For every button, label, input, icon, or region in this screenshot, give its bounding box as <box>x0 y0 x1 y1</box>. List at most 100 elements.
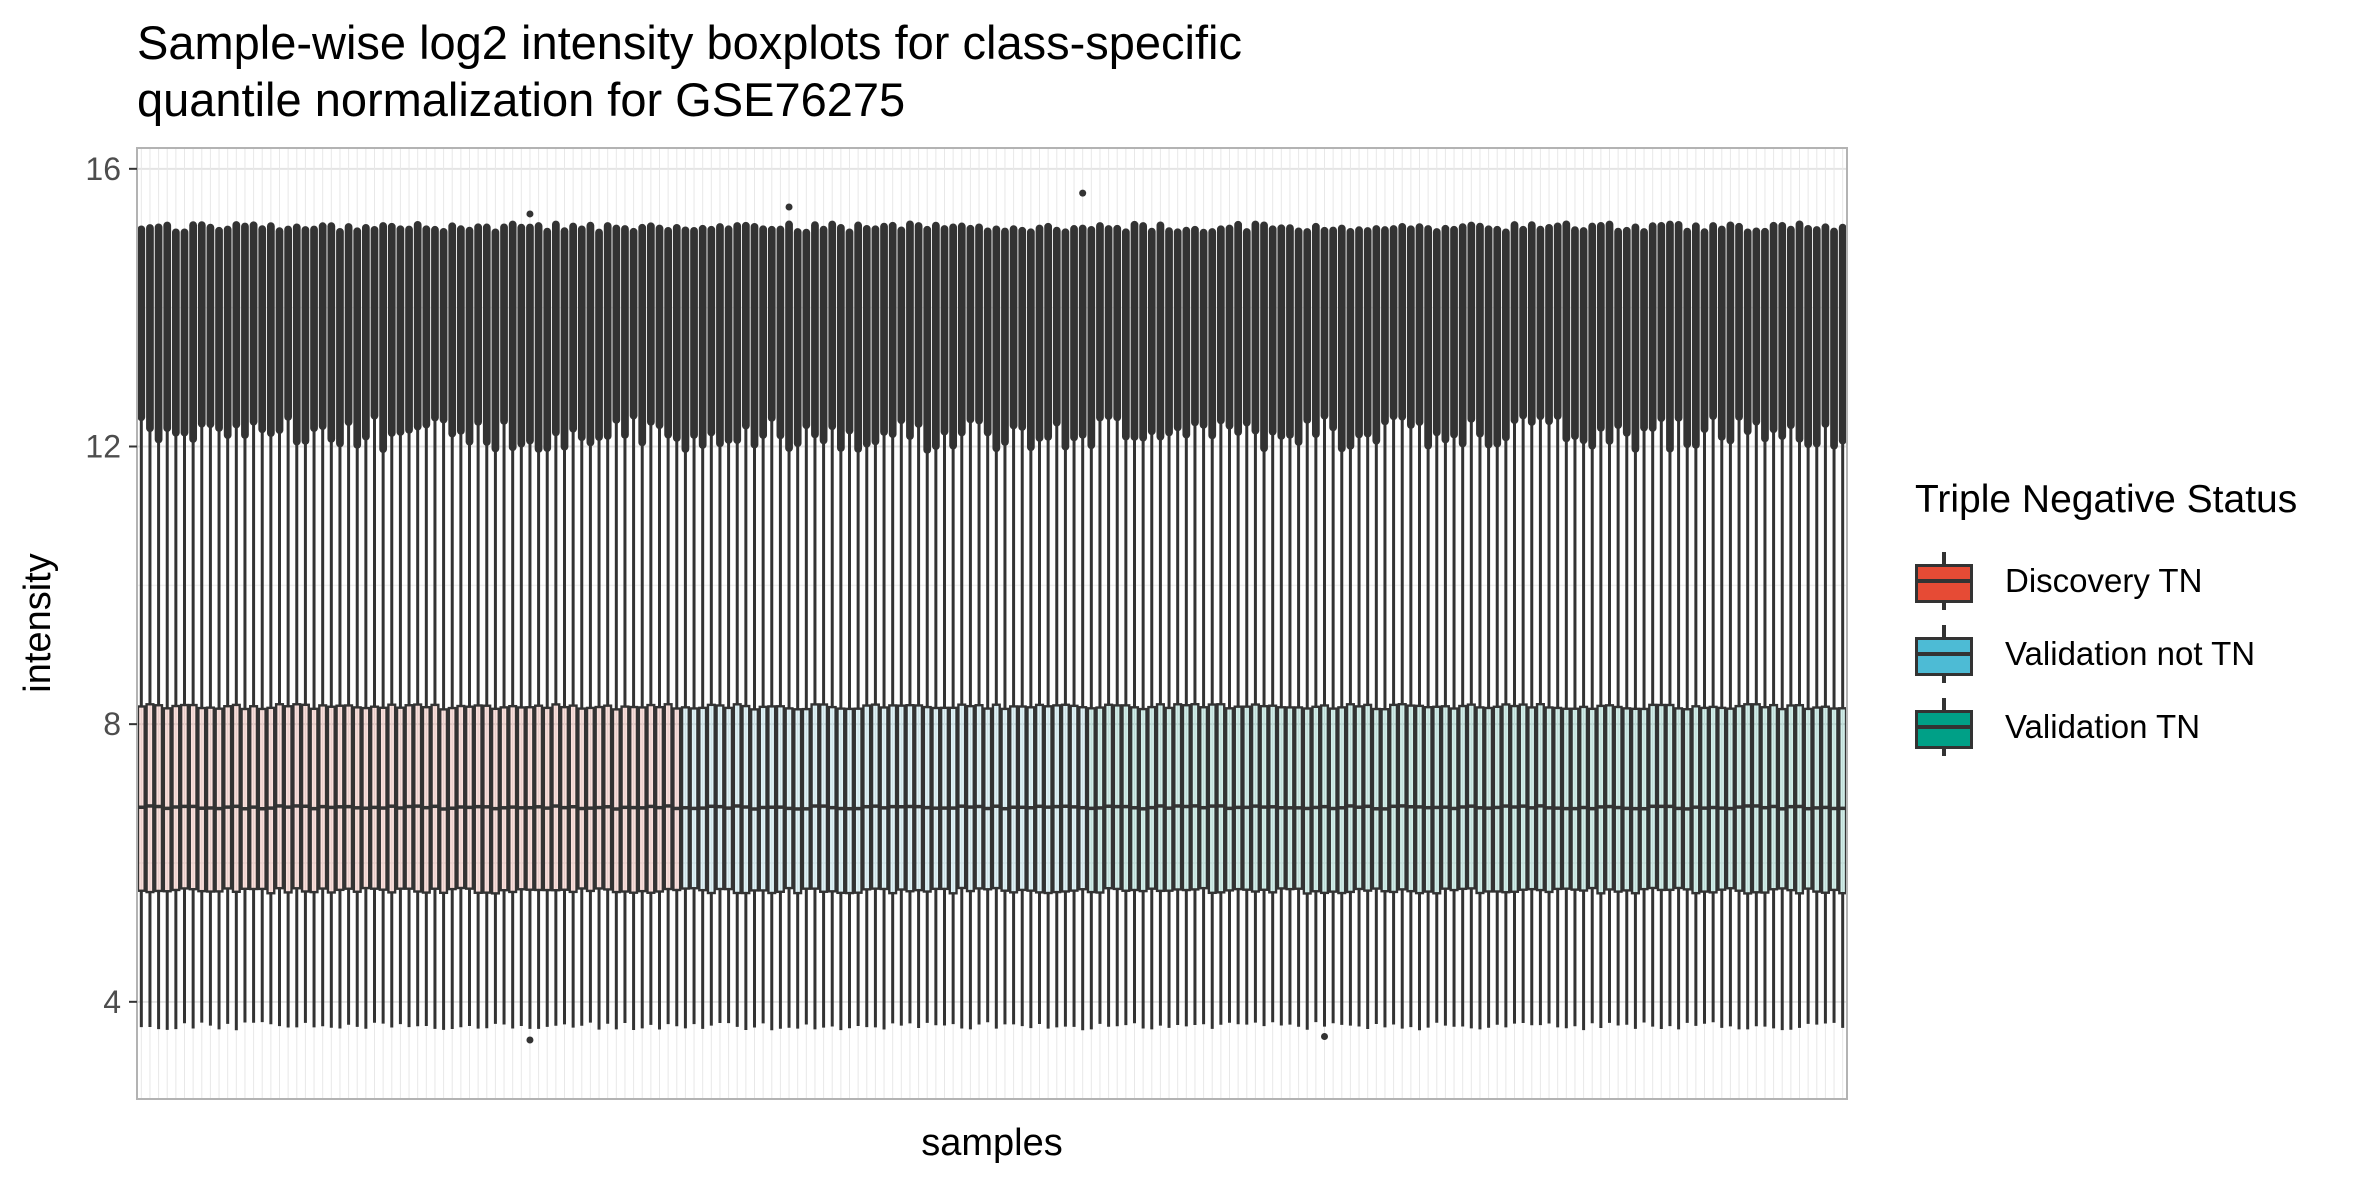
sample-box <box>741 221 751 1031</box>
iqr-box <box>1423 705 1433 893</box>
chart-title-line-2: quantile normalization for GSE76275 <box>137 73 906 126</box>
sample-box <box>326 222 336 1028</box>
sample-box <box>447 222 457 1029</box>
sample-box <box>1769 221 1779 1029</box>
iqr-box <box>957 703 967 890</box>
sample-box <box>274 227 285 1027</box>
iqr-box <box>240 707 250 891</box>
sample-box <box>1138 222 1148 1029</box>
sample-box <box>1794 220 1805 1028</box>
sample-box <box>1717 225 1727 1028</box>
iqr-box <box>1751 703 1761 894</box>
sample-box <box>758 225 768 1024</box>
iqr-box <box>413 703 423 893</box>
iqr-box <box>1630 707 1640 895</box>
iqr-box <box>741 704 751 895</box>
sample-box <box>905 220 915 1024</box>
sample-box <box>1648 222 1658 1027</box>
iqr-box <box>1181 704 1191 892</box>
sample-box <box>1743 228 1753 1030</box>
iqr-box <box>482 704 492 894</box>
iqr-box <box>1829 707 1839 892</box>
sample-box <box>1009 225 1019 1025</box>
sample-box <box>300 226 310 1023</box>
iqr-box <box>1743 703 1753 895</box>
iqr-box <box>784 707 794 890</box>
iqr-box <box>1345 703 1355 894</box>
iqr-box <box>1009 705 1019 894</box>
sample-box <box>1017 226 1027 1027</box>
sample-box <box>853 221 863 1026</box>
sample-box <box>819 225 829 1028</box>
sample-box <box>1630 223 1640 1029</box>
sample-box <box>344 223 354 1025</box>
iqr-box <box>490 707 500 895</box>
sample-box <box>1484 225 1494 1028</box>
iqr-box <box>283 705 293 894</box>
iqr-box <box>1000 707 1010 892</box>
iqr-box <box>1060 703 1070 893</box>
sample-box <box>1294 227 1304 1027</box>
sample-box <box>1224 224 1235 1023</box>
y-tick-label: 4 <box>103 984 121 1020</box>
sample-box <box>136 225 146 1028</box>
sample-box <box>179 228 190 1024</box>
sample-box <box>456 225 466 1028</box>
sample-box <box>473 223 483 1029</box>
iqr-box <box>1233 705 1243 891</box>
iqr-box <box>249 705 259 891</box>
sample-box <box>231 221 241 1031</box>
sample-box <box>810 221 820 1030</box>
sample-box <box>1397 222 1407 1029</box>
iqr-box <box>1725 707 1735 890</box>
sample-box <box>1276 224 1286 1026</box>
iqr-box <box>1648 703 1658 890</box>
iqr-box <box>905 704 915 893</box>
sample-box <box>1596 222 1606 1029</box>
iqr-box <box>1414 704 1425 895</box>
iqr-box <box>870 703 880 890</box>
sample-box <box>1475 222 1485 1030</box>
sample-box <box>154 223 164 1030</box>
sample-box <box>145 224 155 1028</box>
iqr-box <box>620 705 630 893</box>
sample-box <box>1829 227 1839 1023</box>
iqr-box <box>1613 705 1623 893</box>
sample-box <box>1173 228 1183 1026</box>
iqr-box <box>577 707 587 890</box>
iqr-box <box>1466 703 1476 890</box>
sample-box <box>1129 220 1140 1024</box>
iqr-box <box>292 703 302 890</box>
iqr-box <box>1155 703 1165 893</box>
iqr-box <box>1734 704 1744 892</box>
sample-box <box>352 227 362 1027</box>
iqr-box <box>1786 704 1796 892</box>
sample-box <box>1691 222 1701 1026</box>
iqr-box <box>1138 707 1148 893</box>
iqr-box <box>430 703 440 890</box>
y-tick-label: 16 <box>85 151 121 187</box>
sample-box <box>387 222 397 1028</box>
iqr-box <box>1449 707 1459 892</box>
sample-box <box>257 225 267 1023</box>
iqr-box <box>1311 705 1321 893</box>
legend-key <box>1915 551 1973 610</box>
sample-box <box>404 225 414 1028</box>
sample-box <box>620 225 630 1023</box>
sample-box <box>1060 228 1070 1027</box>
iqr-box <box>594 705 604 890</box>
sample-box <box>1069 225 1079 1027</box>
sample-box <box>1812 226 1822 1025</box>
iqr-box <box>1190 703 1200 891</box>
iqr-box <box>1147 705 1157 890</box>
sample-box <box>1034 224 1045 1025</box>
sample-box <box>931 221 941 1026</box>
sample-box <box>1302 228 1312 1030</box>
iqr-box <box>836 707 846 895</box>
sample-box <box>1190 225 1200 1025</box>
sample-box <box>1345 228 1355 1026</box>
sample-box <box>1414 223 1425 1031</box>
iqr-box <box>1276 706 1286 890</box>
iqr-box <box>1069 704 1079 892</box>
sample-box <box>1440 224 1450 1026</box>
